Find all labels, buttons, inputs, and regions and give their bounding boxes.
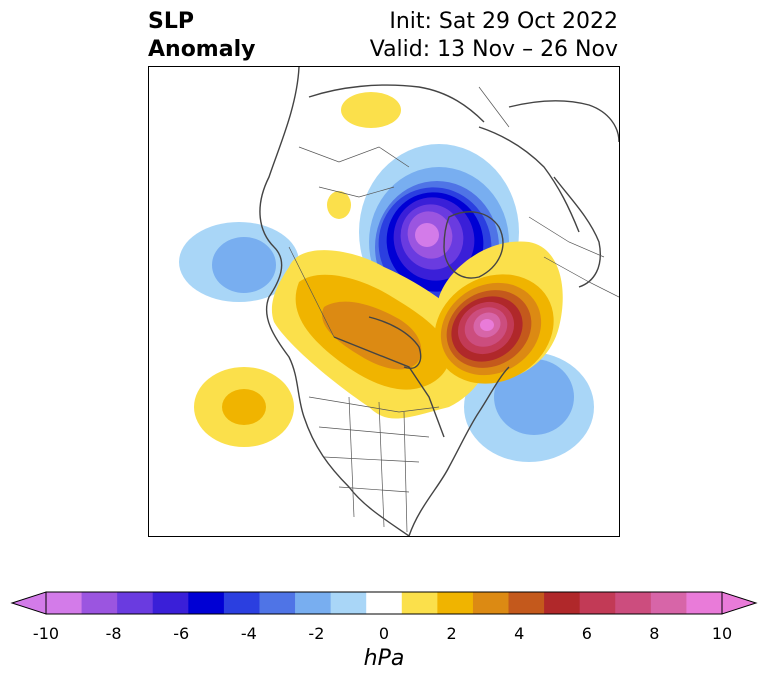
colorbar-segment — [615, 592, 652, 614]
colorbar-segment — [401, 592, 438, 614]
fill-arctic-low-9 — [415, 223, 439, 247]
colorbar-tick-label: 10 — [711, 624, 733, 643]
colorbar — [10, 591, 758, 615]
colorbar-under-arrow — [10, 591, 47, 615]
colorbar-segment — [117, 592, 154, 614]
colorbar-tick-label: 6 — [581, 624, 592, 643]
fill-siberia-high — [341, 92, 401, 128]
colorbar-segment — [259, 592, 296, 614]
colorbar-segment — [544, 592, 581, 614]
colorbar-segment — [295, 592, 332, 614]
colorbar-tick-label: 8 — [649, 624, 660, 643]
fill-alaska-low-inner — [212, 237, 276, 293]
colorbar-tick-label: -8 — [105, 624, 122, 643]
colorbar-segment — [330, 592, 367, 614]
map-title: SLP Anomaly — [148, 8, 255, 64]
colorbar-tick-label: -4 — [240, 624, 257, 643]
colorbar-tick-label: 0 — [378, 624, 390, 643]
colorbar-tick-label: -2 — [308, 624, 325, 643]
colorbar-tick-label: 2 — [446, 624, 457, 643]
colorbar-segment — [579, 592, 616, 614]
colorbar-unit-label: hPa — [363, 646, 405, 671]
political-borders — [288, 86, 619, 533]
colorbar-tick-label: -10 — [32, 624, 60, 643]
fill-atlantic-low-inner — [494, 359, 574, 435]
colorbar-segment — [81, 592, 118, 614]
colorbar-segment — [472, 592, 510, 614]
title-line-2: Anomaly — [148, 37, 256, 62]
colorbar-segments — [10, 591, 758, 615]
fill-canada-high-3 — [322, 301, 422, 370]
anomaly-fills — [179, 92, 594, 462]
colorbar-over-arrow — [721, 591, 758, 615]
colorbar-frame — [45, 591, 723, 615]
coastlines — [259, 67, 619, 536]
colorbar-segment — [366, 592, 403, 614]
colorbar-segment — [437, 592, 474, 614]
title-line-1: SLP — [148, 9, 194, 34]
colorbar-segment — [508, 592, 545, 614]
colorbar-segment — [686, 592, 723, 614]
colorbar-tick-label: 4 — [514, 624, 525, 643]
map-date-info: Init: Sat 29 Oct 2022 Valid: 13 Nov – 26… — [370, 8, 618, 64]
colorbar-segment — [46, 592, 83, 614]
fill-atlantic-high-9 — [480, 319, 494, 331]
fill-greenland-small-high — [327, 191, 351, 219]
init-date: Init: Sat 29 Oct 2022 — [389, 9, 618, 34]
colorbar-segment — [188, 592, 225, 614]
colorbar-segment — [152, 592, 189, 614]
colorbar-tick-label: -6 — [173, 624, 190, 643]
fill-pacific-high-inner — [222, 389, 266, 425]
colorbar-segment — [223, 592, 260, 614]
slp-anomaly-map — [148, 66, 620, 537]
colorbar-segment — [650, 592, 687, 614]
valid-dates: Valid: 13 Nov – 26 Nov — [369, 37, 618, 62]
map-canvas — [179, 67, 619, 536]
